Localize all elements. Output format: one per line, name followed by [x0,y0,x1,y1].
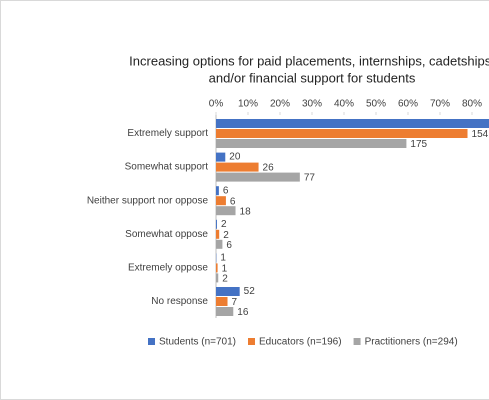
bar [216,186,219,196]
y-tick-label: No response [151,296,208,307]
chart-title: Increasing options for paid placements, … [129,53,489,68]
legend-swatch [353,338,361,345]
data-label: 2 [221,219,227,230]
legend-label: Practitioners (n=294) [365,337,458,348]
data-label: 20 [229,152,241,163]
bar [216,129,468,138]
x-tick-label: 0% [209,99,224,110]
bar [216,263,218,273]
bar [216,196,226,206]
bar [216,206,236,216]
y-tick-label: Somewhat support [125,162,209,173]
data-label: 6 [230,196,236,207]
x-tick-label: 40% [334,99,354,110]
data-label: 16 [237,307,249,318]
data-label: 52 [244,286,256,297]
legend-swatch [248,338,255,345]
y-tick-label: Somewhat oppose [125,229,208,240]
legend-label: Students (n=701) [159,337,236,348]
x-tick-label: 70% [430,99,450,110]
bar [216,229,220,239]
bar [216,152,226,162]
data-label: 1 [220,253,226,264]
bar [216,119,489,128]
data-label: 154 [472,129,489,140]
y-tick-label: Extremely oppose [128,263,208,274]
bar [216,307,234,316]
data-label: 2 [222,274,228,285]
x-tick-label: 50% [366,99,386,110]
x-tick-label: 30% [302,99,322,110]
legend-swatch [148,338,155,345]
x-tick-label: 20% [270,99,290,110]
bar [216,239,223,249]
y-tick-label: Neither support nor oppose [87,195,209,206]
data-label: 26 [263,163,275,174]
bar [216,219,217,229]
data-label: 7 [232,297,238,308]
data-label: 77 [304,173,316,184]
legend-label: Educators (n=196) [259,337,342,348]
bar [216,162,259,172]
data-label: 175 [410,139,427,150]
data-label: 6 [226,240,232,251]
bar [216,297,228,306]
y-tick-label: Extremely support [127,128,208,139]
data-label: 2 [223,230,229,241]
bar [216,287,240,296]
bar [216,172,300,182]
x-tick-label: 80% [462,99,482,110]
data-label: 1 [222,264,228,275]
x-tick-label: 10% [238,99,258,110]
data-label: 6 [223,185,229,196]
bar [216,139,407,148]
chart-title: and/or financial support for students [209,70,416,85]
bar [216,273,219,283]
data-label: 18 [240,206,252,217]
x-tick-label: 60% [398,99,418,110]
